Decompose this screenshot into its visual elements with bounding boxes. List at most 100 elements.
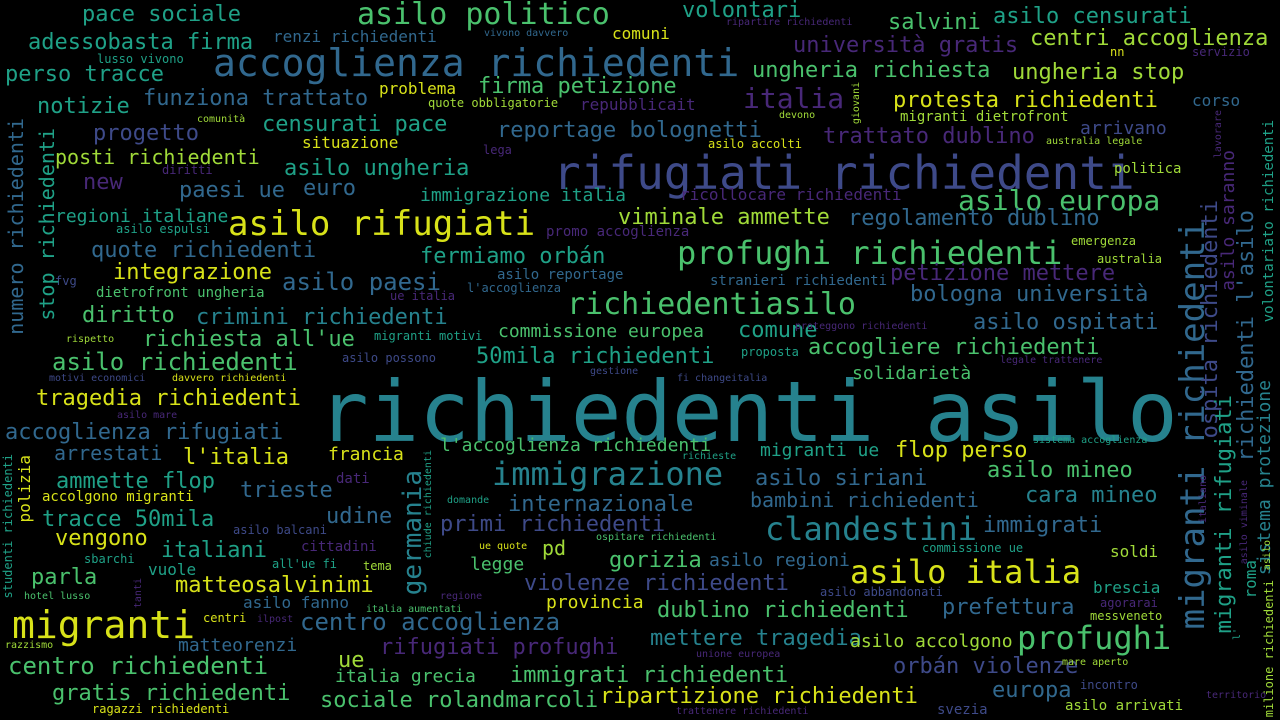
cloud-word: asilo saranno <box>1218 150 1239 291</box>
cloud-word: cara mineo <box>1025 483 1158 508</box>
cloud-word: fermiamo orbán <box>420 244 606 269</box>
cloud-word: svezia <box>937 702 988 718</box>
cloud-word: arrivano <box>1080 118 1167 139</box>
cloud-word: italiano <box>1198 475 1209 524</box>
cloud-word: numero richiedenti <box>4 118 28 335</box>
cloud-word: politica <box>1114 161 1182 177</box>
cloud-word: centri <box>203 611 247 625</box>
cloud-word: progetto <box>93 121 199 146</box>
cloud-word: dati <box>336 471 370 487</box>
cloud-word: comunità <box>197 114 246 125</box>
cloud-word: asilo richiedenti <box>52 348 298 376</box>
cloud-word: milione richiedenti <box>1262 580 1276 718</box>
cloud-word: comune <box>738 318 818 343</box>
cloud-word: commissione europea <box>498 321 704 342</box>
cloud-word: asilo accolti <box>708 137 802 151</box>
cloud-word: pd <box>542 536 567 560</box>
cloud-word: trattato dublino <box>823 124 1035 149</box>
cloud-word: flop perso <box>895 438 1028 463</box>
cloud-word: rifugiati profughi <box>380 635 619 660</box>
cloud-word: notizie <box>37 94 130 119</box>
cloud-word: bologna università <box>910 282 1149 307</box>
cloud-word: nn <box>1110 45 1125 59</box>
cloud-word: centro richiedenti <box>8 652 269 680</box>
cloud-word: gratis richiedenti <box>52 681 291 706</box>
cloud-word: ue italia <box>390 289 456 303</box>
cloud-word: prefettura <box>942 595 1075 620</box>
cloud-word: asilo siriani <box>755 466 928 491</box>
cloud-word: new <box>83 170 123 195</box>
cloud-word: servizio <box>1192 45 1250 59</box>
cloud-word: asilo accolgono <box>850 631 1013 652</box>
cloud-word: renzi richiedenti <box>273 27 437 46</box>
cloud-word: trieste <box>240 478 333 503</box>
cloud-word: australia legale <box>1046 136 1143 147</box>
cloud-word: italia <box>743 82 845 115</box>
cloud-word: comuni <box>612 24 670 43</box>
cloud-word: tema <box>363 559 392 573</box>
cloud-word: vengono <box>55 526 148 551</box>
cloud-word: pace sociale <box>82 2 241 27</box>
cloud-word: stranieri richiedenti <box>710 273 888 289</box>
cloud-word: giovani <box>851 82 862 125</box>
cloud-word: messveneto <box>1090 609 1163 623</box>
cloud-word: ilpost <box>257 614 294 625</box>
cloud-word: profughi <box>1017 619 1172 657</box>
cloud-word: asilo possono <box>342 351 436 365</box>
cloud-word: perso tracce <box>5 62 164 87</box>
cloud-word: devono <box>779 110 816 121</box>
cloud-word: migranti dietrofront <box>900 109 1069 125</box>
cloud-word: salvini <box>888 10 981 35</box>
cloud-word: stop richiedenti <box>35 128 59 321</box>
cloud-word: immigrati <box>983 513 1103 538</box>
cloud-word: l'accoglienza <box>467 281 561 295</box>
cloud-word: 50mila richiedenti <box>476 344 715 369</box>
cloud-word: ungheria richiesta <box>752 58 991 83</box>
cloud-word: australia <box>1097 252 1163 266</box>
cloud-word: matteosalvinimi <box>175 573 374 598</box>
cloud-word: ungheria stop <box>1012 60 1185 85</box>
cloud-word: volontariato richiedenti <box>1261 120 1277 323</box>
cloud-word: ospitare richiedenti <box>596 532 717 543</box>
cloud-word: dietrofront ungheria <box>96 285 265 301</box>
cloud-word: l'accoglienza richiedenti <box>440 435 711 456</box>
cloud-word: chiude richiedenti <box>423 450 434 559</box>
cloud-word: richiesta all'ue <box>143 327 355 352</box>
cloud-word: tanti <box>133 578 144 609</box>
cloud-word: agorarai <box>1100 596 1158 610</box>
cloud-word: richiedentiasilo <box>567 287 856 322</box>
cloud-word: ue quote <box>479 541 528 552</box>
cloud-word: asilo ungheria <box>284 156 470 181</box>
cloud-word: proteggono richiedenti <box>795 321 928 332</box>
cloud-word: asilo arrivati <box>1065 698 1184 714</box>
cloud-word: asilo paesi <box>282 268 441 296</box>
cloud-word: vuole <box>148 560 197 579</box>
cloud-word: profughi richiedenti <box>677 234 1063 272</box>
cloud-word: asilo abbandonati <box>820 585 943 599</box>
cloud-word: ricollocare richiedenti <box>680 185 902 204</box>
cloud-word: asilo reportage <box>497 267 624 283</box>
cloud-word: hotel lusso <box>24 591 91 602</box>
cloud-word: migranti ue <box>760 440 880 461</box>
cloud-word: migranti motivi <box>374 329 483 343</box>
cloud-word: repubblicait <box>580 95 696 114</box>
cloud-word: europa <box>992 678 1072 703</box>
cloud-word: territorio <box>1206 690 1267 701</box>
cloud-word: roma <box>1241 560 1260 599</box>
cloud-word: violenze richiedenti <box>524 571 789 596</box>
cloud-word: promo accoglienza <box>546 224 690 240</box>
cloud-word: dublino richiedenti <box>657 598 909 623</box>
cloud-word: accolgono migranti <box>42 489 194 505</box>
cloud-word: all'ue fi <box>272 557 338 571</box>
cloud-word: funziona trattato <box>143 86 369 111</box>
cloud-word: petizione mettere <box>890 261 1116 286</box>
cloud-word: viminale ammette <box>618 205 830 230</box>
cloud-word: asilo rifugiati <box>228 204 536 244</box>
cloud-word: mare aperto <box>1062 657 1129 668</box>
cloud-word: asilo ospitati <box>973 310 1159 335</box>
cloud-word: incontro <box>1080 678 1138 692</box>
cloud-word: asilo balcani <box>233 523 327 537</box>
cloud-word: soldi <box>1110 542 1159 561</box>
cloud-word: censurati pace <box>262 112 448 137</box>
